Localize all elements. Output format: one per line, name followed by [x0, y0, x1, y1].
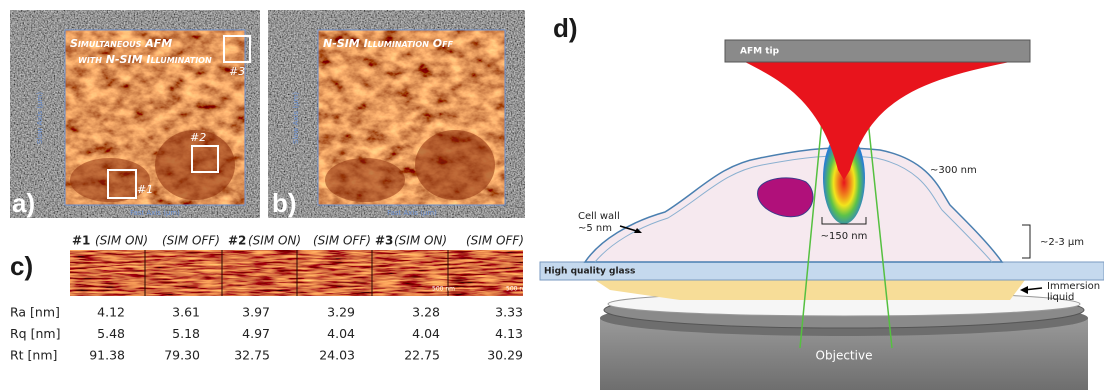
- cell-value: 22.75: [404, 348, 440, 363]
- cell-wall-label: Cell wall: [578, 211, 620, 222]
- liquid-label: Immersion: [1047, 281, 1100, 292]
- cell-value: 4.04: [327, 326, 355, 341]
- cell-value: 30.29: [487, 348, 523, 363]
- panel-title: N-SIM Illumination Off: [323, 37, 454, 50]
- cell-value: 3.29: [327, 305, 355, 320]
- panel-label: d): [553, 13, 578, 43]
- spot-height-label: ~300 nm: [930, 165, 977, 176]
- illumination-beam: [799, 119, 893, 349]
- cell-value: 3.28: [412, 305, 440, 320]
- column-header: (SIM ON): [248, 234, 301, 248]
- cell-value: 4.04: [412, 326, 440, 341]
- liquid-label: liquid: [1047, 292, 1074, 303]
- roughness-table: Ra [nm] 4.12 3.61 3.97 3.29 3.28 3.33 Rq [nm] 5.…: [10, 305, 523, 363]
- objective-body: [600, 318, 1088, 390]
- panel-title: Simultaneous AFM: [70, 37, 172, 50]
- region-label: #1: [137, 183, 153, 196]
- region-label: #2: [190, 131, 206, 144]
- column-header: (SIM OFF): [313, 234, 371, 248]
- cell-value: 24.03: [319, 348, 355, 363]
- region-box: [191, 145, 219, 173]
- panel-d: d) Objective High quality glass AFM tip …: [539, 13, 1104, 390]
- column-header: (SIM OFF): [162, 234, 220, 248]
- panel-label: a): [12, 188, 35, 218]
- cell-value: 4.97: [242, 326, 270, 341]
- row-label: Rq [nm]: [10, 326, 60, 341]
- width-bracket: [821, 217, 867, 225]
- cell-value: 32.75: [234, 348, 270, 363]
- cell-value: 5.18: [172, 326, 200, 341]
- axes-frame: [64, 29, 246, 206]
- scale-bar: 500 nm: [506, 286, 529, 293]
- glass-label: High quality glass: [544, 267, 635, 277]
- cell-value: 5.48: [97, 326, 125, 341]
- column-header: (SIM ON): [394, 234, 447, 248]
- height-bracket: [1022, 224, 1031, 259]
- column-header: #1: [72, 234, 90, 248]
- tip-label: AFM tip: [740, 47, 780, 57]
- cell-value: 79.30: [164, 348, 200, 363]
- objective-label: Objective: [816, 349, 873, 363]
- cell-value: 4.12: [97, 305, 125, 320]
- y-axis-title: Slow Axis (µm): [36, 92, 44, 144]
- arrowhead: [634, 228, 642, 233]
- column-header: #2: [228, 234, 246, 248]
- cell-shape: [325, 158, 405, 202]
- cell-value: 3.61: [172, 305, 200, 320]
- nucleus: [757, 177, 814, 218]
- panel-label: c): [10, 251, 33, 281]
- afm-cone: [745, 62, 1010, 180]
- immersion-liquid: [595, 280, 1025, 300]
- cell-wall-label: ~5 nm: [578, 223, 612, 234]
- cell-value: 3.97: [242, 305, 270, 320]
- row-label: Rt [nm]: [10, 348, 57, 363]
- column-header: (SIM ON): [95, 234, 148, 248]
- cell-value: 91.38: [89, 348, 125, 363]
- cell-value: 3.33: [495, 305, 523, 320]
- cell-shape: [415, 130, 495, 200]
- row-label: Ra [nm]: [10, 305, 60, 320]
- cell-membrane: [594, 155, 993, 263]
- panel-c: c) #1 (SIM ON) (SIM OFF) #2 (SIM ON) (SI…: [10, 234, 529, 363]
- column-header: #3: [375, 234, 393, 248]
- spot-width-label: ~150 nm: [821, 231, 868, 242]
- y-axis-title: Slow Axis (µm): [292, 92, 300, 144]
- cell-height-label: ~2-3 µm: [1040, 237, 1084, 248]
- arrowhead: [1020, 286, 1028, 294]
- scale-bar: 500 nm: [432, 286, 455, 293]
- panel-title: with N-SIM Illumination: [78, 53, 212, 66]
- x-axis-title: Fast Axis (µm): [130, 209, 180, 217]
- panel-a: Simultaneous AFM with N-SIM Illumination…: [10, 10, 260, 218]
- region-label: #3: [229, 65, 245, 78]
- afm-cantilever: [724, 39, 1031, 63]
- axes-frame: [317, 29, 506, 206]
- column-header: (SIM OFF): [466, 234, 524, 248]
- panel-label: b): [272, 188, 297, 218]
- cell-value: 4.13: [495, 326, 523, 341]
- region-box: [223, 35, 251, 63]
- cell-shape: [155, 130, 235, 200]
- region-box: [107, 169, 137, 199]
- x-axis-title: Fast Axis (µm): [387, 209, 437, 217]
- panel-b: N-SIM Illumination Off Fast Axis (µm) Sl…: [268, 10, 525, 218]
